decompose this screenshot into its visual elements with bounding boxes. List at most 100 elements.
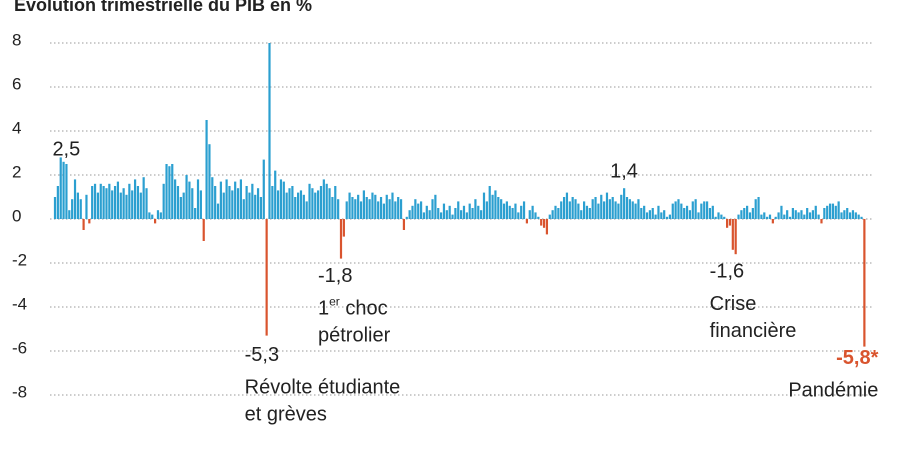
bar bbox=[62, 161, 65, 219]
bar bbox=[794, 210, 797, 219]
bar bbox=[268, 43, 271, 219]
bar bbox=[219, 181, 222, 219]
bar bbox=[608, 199, 611, 219]
bar bbox=[294, 197, 297, 219]
bar bbox=[786, 210, 789, 219]
bar bbox=[425, 205, 428, 219]
bar bbox=[594, 197, 597, 219]
bar bbox=[362, 190, 365, 219]
bar bbox=[674, 201, 677, 219]
note-text: 1 bbox=[318, 298, 329, 320]
bar bbox=[831, 203, 835, 219]
bar bbox=[720, 214, 723, 219]
bar bbox=[688, 210, 692, 219]
bar bbox=[408, 210, 411, 219]
bar bbox=[234, 181, 237, 219]
bar bbox=[151, 214, 154, 219]
bar bbox=[717, 212, 720, 219]
bar bbox=[288, 188, 291, 219]
annotation-note: 1er choc bbox=[318, 295, 388, 320]
bar bbox=[311, 188, 314, 219]
bar bbox=[357, 194, 360, 219]
bar bbox=[319, 186, 323, 219]
bar bbox=[328, 188, 331, 219]
bar bbox=[216, 203, 220, 219]
bar bbox=[91, 186, 94, 219]
bar bbox=[194, 208, 197, 219]
y-tick-label: 6 bbox=[12, 74, 21, 93]
bar bbox=[85, 194, 88, 219]
bar bbox=[588, 208, 591, 219]
bar bbox=[623, 188, 626, 219]
bar bbox=[191, 188, 194, 219]
note-text: financière bbox=[710, 320, 797, 342]
bar bbox=[245, 186, 248, 219]
bar bbox=[571, 197, 574, 219]
bar bbox=[374, 194, 377, 219]
bar bbox=[791, 208, 794, 219]
bar bbox=[248, 192, 251, 219]
bar bbox=[99, 183, 102, 219]
bar bbox=[711, 205, 714, 219]
bar bbox=[168, 166, 171, 219]
bar bbox=[214, 186, 217, 219]
bar bbox=[391, 192, 394, 219]
bar bbox=[182, 192, 185, 219]
bar bbox=[634, 203, 637, 219]
bar bbox=[774, 216, 777, 219]
bar bbox=[540, 219, 543, 226]
bar bbox=[751, 208, 754, 219]
bar bbox=[317, 190, 320, 219]
bar bbox=[122, 188, 125, 219]
bar bbox=[502, 203, 506, 219]
bar bbox=[846, 208, 849, 219]
bar bbox=[468, 203, 471, 219]
y-tick-label: 2 bbox=[12, 162, 21, 181]
bar bbox=[68, 210, 71, 219]
bar bbox=[663, 210, 666, 219]
bar bbox=[334, 186, 337, 219]
bar bbox=[780, 205, 783, 219]
bar bbox=[560, 201, 563, 219]
bar bbox=[743, 208, 746, 219]
bar bbox=[254, 194, 257, 219]
bar bbox=[460, 210, 463, 219]
bar bbox=[500, 199, 503, 219]
bar bbox=[262, 159, 265, 219]
bar bbox=[442, 203, 446, 219]
bar bbox=[345, 201, 348, 219]
bar bbox=[276, 190, 280, 219]
bar bbox=[251, 183, 254, 219]
bar bbox=[211, 177, 214, 219]
bar bbox=[159, 212, 162, 219]
bar bbox=[665, 216, 669, 219]
bar bbox=[863, 219, 866, 347]
bar bbox=[225, 179, 228, 219]
bar bbox=[803, 214, 806, 219]
bar bbox=[154, 219, 157, 224]
bar bbox=[402, 219, 406, 230]
annotation-note: Crise bbox=[710, 293, 757, 315]
bar bbox=[156, 210, 160, 219]
y-tick-label: 0 bbox=[12, 206, 21, 225]
note-text: Pandémie bbox=[788, 380, 878, 402]
bar bbox=[71, 199, 74, 219]
bar bbox=[723, 216, 726, 219]
bar bbox=[299, 190, 303, 219]
bar bbox=[348, 192, 351, 219]
bar bbox=[562, 197, 566, 219]
bar bbox=[176, 186, 180, 219]
y-tick-label: 4 bbox=[12, 118, 21, 137]
bar bbox=[628, 199, 631, 219]
annotation-note: pétrolier bbox=[318, 325, 391, 347]
bar bbox=[734, 219, 737, 255]
bar bbox=[437, 208, 440, 219]
bar bbox=[448, 205, 451, 219]
bar bbox=[614, 201, 617, 219]
bar bbox=[625, 197, 629, 219]
bar bbox=[133, 179, 137, 219]
bar bbox=[431, 199, 434, 219]
bar bbox=[697, 212, 700, 219]
value-label: -5,3 bbox=[245, 344, 279, 366]
bar bbox=[537, 216, 540, 219]
